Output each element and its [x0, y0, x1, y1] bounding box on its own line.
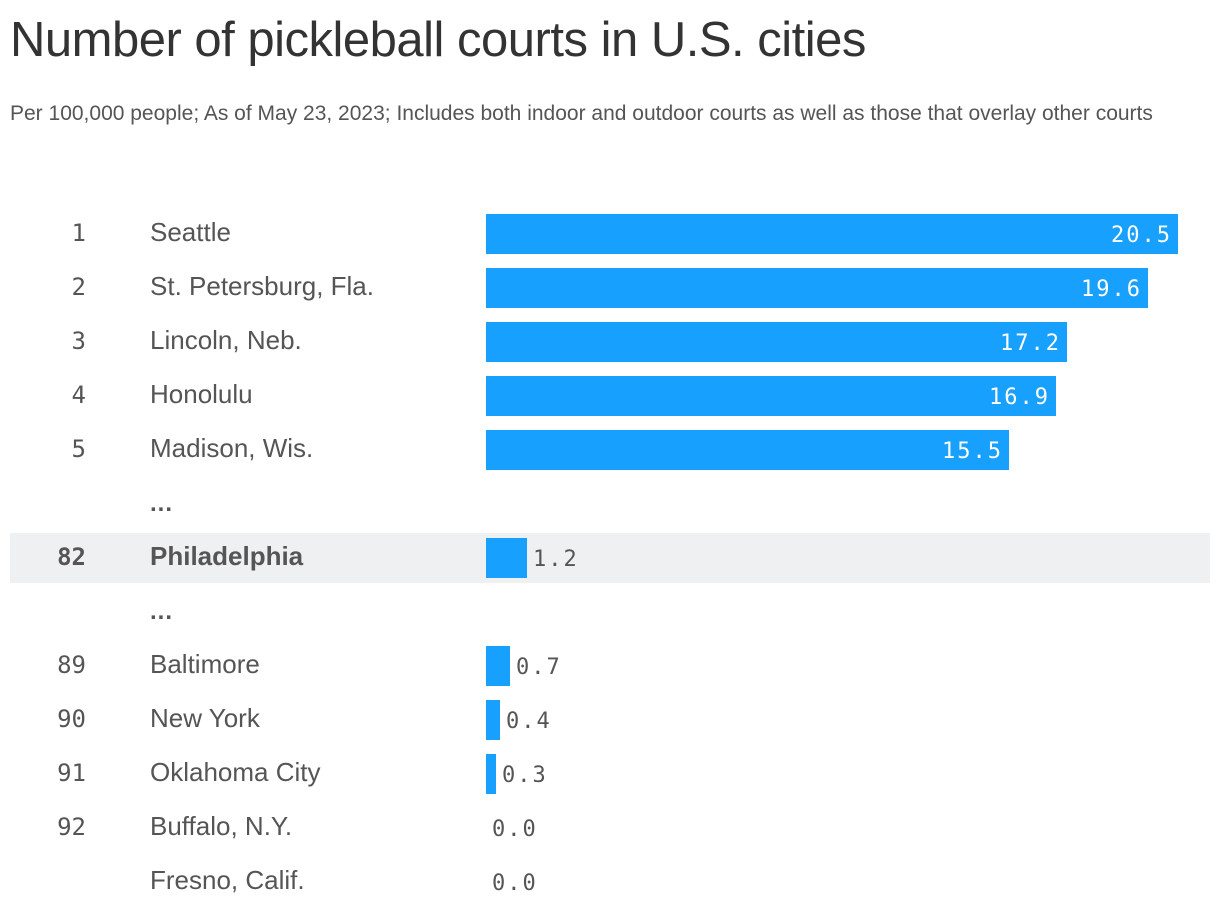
- value-label: 0.4: [506, 709, 552, 734]
- bar: [486, 430, 1009, 470]
- rank-label: [10, 857, 86, 907]
- value-label: 0.0: [492, 871, 538, 896]
- rank-label: 91: [57, 759, 86, 787]
- city-label: Seattle: [150, 217, 231, 247]
- value-label: 16.9: [989, 385, 1050, 410]
- value-label: 19.6: [1081, 277, 1142, 302]
- rank-label: 1: [71, 219, 86, 247]
- rank-label: 90: [57, 705, 86, 733]
- bar-row: 82 Philadelphia 1.2: [10, 533, 1210, 583]
- bar: [486, 754, 496, 794]
- bar-row: 1 Seattle 20.5: [10, 209, 1210, 259]
- rank-label: 3: [71, 327, 86, 355]
- chart-subtitle: Per 100,000 people; As of May 23, 2023; …: [10, 102, 1153, 125]
- city-label: Honolulu: [150, 379, 253, 409]
- rank-label: 82: [57, 543, 86, 571]
- bar-row: 91 Oklahoma City 0.3: [10, 749, 1210, 799]
- bar-row: 90 New York 0.4: [10, 695, 1210, 745]
- bar-row: 2 St. Petersburg, Fla. 19.6: [10, 263, 1210, 313]
- city-label: Baltimore: [150, 649, 260, 679]
- row-gap-ellipsis: ...: [150, 490, 174, 517]
- bar: [486, 700, 500, 740]
- rank-label: 92: [57, 813, 86, 841]
- bar: [486, 322, 1067, 362]
- bar-row: 3 Lincoln, Neb. 17.2: [10, 317, 1210, 367]
- bar: [486, 376, 1056, 416]
- city-label: Oklahoma City: [150, 757, 321, 787]
- chart-title: Number of pickleball courts in U.S. citi…: [10, 13, 866, 67]
- bar-row: 89 Baltimore 0.7: [10, 641, 1210, 691]
- row-gap-ellipsis: ...: [150, 598, 174, 625]
- value-label: 0.7: [516, 655, 562, 680]
- rank-label: 5: [71, 435, 86, 463]
- city-label: Madison, Wis.: [150, 433, 314, 463]
- city-label: Philadelphia: [150, 541, 304, 571]
- city-label: Fresno, Calif.: [150, 865, 305, 895]
- city-label: New York: [150, 703, 260, 733]
- value-label: 0.0: [492, 817, 538, 842]
- value-label: 20.5: [1111, 223, 1172, 248]
- bar-row: 4 Honolulu 16.9: [10, 371, 1210, 421]
- bar-row: 5 Madison, Wis. 15.5: [10, 425, 1210, 475]
- bar: [486, 268, 1148, 308]
- bar-row: 92 Buffalo, N.Y. 0.0: [10, 803, 1210, 853]
- city-label: Lincoln, Neb.: [150, 325, 302, 355]
- value-label: 1.2: [533, 547, 579, 572]
- bar: [486, 646, 510, 686]
- value-label: 0.3: [502, 763, 548, 788]
- bar: [486, 538, 527, 578]
- city-label: St. Petersburg, Fla.: [150, 271, 374, 301]
- bar: [486, 214, 1178, 254]
- rank-label: 2: [71, 273, 86, 301]
- bar-row: Fresno, Calif. 0.0: [10, 857, 1210, 907]
- city-label: Buffalo, N.Y.: [150, 811, 293, 841]
- value-label: 15.5: [942, 439, 1003, 464]
- value-label: 17.2: [1000, 331, 1061, 356]
- rank-label: 4: [71, 381, 86, 409]
- rank-label: 89: [57, 651, 86, 679]
